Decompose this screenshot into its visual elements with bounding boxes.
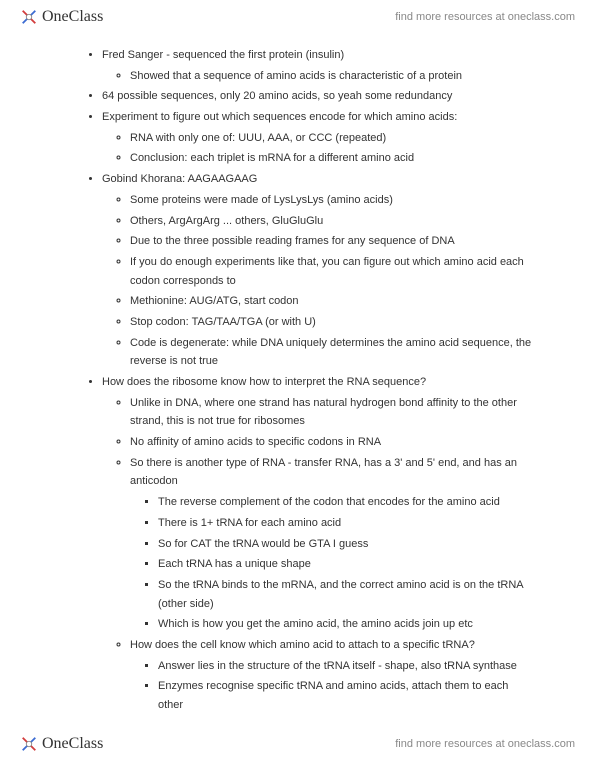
list-item: If you do enough experiments like that, … <box>130 253 535 290</box>
text: So for CAT the tRNA would be GTA I guess <box>158 538 368 550</box>
text: Stop codon: TAG/TAA/TGA (or with U) <box>130 316 316 328</box>
list-item: Enzymes recognise specific tRNA and amin… <box>158 677 535 714</box>
text: Some proteins were made of LysLysLys (am… <box>130 194 393 206</box>
list-item: Methionine: AUG/ATG, start codon <box>130 292 535 311</box>
list-item: Due to the three possible reading frames… <box>130 232 535 251</box>
text: Unlike in DNA, where one strand has natu… <box>130 397 517 428</box>
list-item: So for CAT the tRNA would be GTA I guess <box>158 535 535 554</box>
text: Enzymes recognise specific tRNA and amin… <box>158 680 508 711</box>
list-item: So the tRNA binds to the mRNA, and the c… <box>158 576 535 613</box>
text: Fred Sanger - sequenced the first protei… <box>102 49 344 61</box>
text: Code is degenerate: while DNA uniquely d… <box>130 337 531 368</box>
text: RNA with only one of: UUU, AAA, or CCC (… <box>130 132 386 144</box>
list-item: Code is degenerate: while DNA uniquely d… <box>130 334 535 371</box>
logo-text: OneClass <box>42 8 103 26</box>
logo: OneClass <box>20 735 103 753</box>
notes-content: Fred Sanger - sequenced the first protei… <box>0 34 595 727</box>
text: How does the ribosome know how to interp… <box>102 376 426 388</box>
list-item: Each tRNA has a unique shape <box>158 555 535 574</box>
list-item: How does the cell know which amino acid … <box>130 636 535 715</box>
list-item: There is 1+ tRNA for each amino acid <box>158 514 535 533</box>
list-item: Experiment to figure out which sequences… <box>102 108 535 168</box>
notes-list: Fred Sanger - sequenced the first protei… <box>80 46 535 715</box>
list-item: Unlike in DNA, where one strand has natu… <box>130 394 535 431</box>
logo-text: OneClass <box>42 735 103 753</box>
page-header: OneClass find more resources at oneclass… <box>0 0 595 34</box>
text: Showed that a sequence of amino acids is… <box>130 70 462 82</box>
list-item: Some proteins were made of LysLysLys (am… <box>130 191 535 210</box>
text: Due to the three possible reading frames… <box>130 235 455 247</box>
list-item: Gobind Khorana: AAGAAGAAG Some proteins … <box>102 170 535 371</box>
text: Conclusion: each triplet is mRNA for a d… <box>130 152 414 164</box>
page-footer: OneClass find more resources at oneclass… <box>0 727 595 761</box>
list-item: The reverse complement of the codon that… <box>158 493 535 512</box>
list-item: Showed that a sequence of amino acids is… <box>130 67 535 86</box>
text: Methionine: AUG/ATG, start codon <box>130 295 299 307</box>
list-item: Which is how you get the amino acid, the… <box>158 615 535 634</box>
text: How does the cell know which amino acid … <box>130 639 475 651</box>
list-item: Answer lies in the structure of the tRNA… <box>158 657 535 676</box>
text: Gobind Khorana: AAGAAGAAG <box>102 173 257 185</box>
text: There is 1+ tRNA for each amino acid <box>158 517 341 529</box>
text: Others, ArgArgArg ... others, GluGluGlu <box>130 215 323 227</box>
logo-icon <box>20 735 38 753</box>
text: Experiment to figure out which sequences… <box>102 111 457 123</box>
text: Answer lies in the structure of the tRNA… <box>158 660 517 672</box>
list-item: Stop codon: TAG/TAA/TGA (or with U) <box>130 313 535 332</box>
text: Which is how you get the amino acid, the… <box>158 618 473 630</box>
list-item: 64 possible sequences, only 20 amino aci… <box>102 87 535 106</box>
list-item: Others, ArgArgArg ... others, GluGluGlu <box>130 212 535 231</box>
text: The reverse complement of the codon that… <box>158 496 500 508</box>
text: Each tRNA has a unique shape <box>158 558 311 570</box>
text: So the tRNA binds to the mRNA, and the c… <box>158 579 523 610</box>
text: If you do enough experiments like that, … <box>130 256 524 287</box>
list-item: How does the ribosome know how to interp… <box>102 373 535 715</box>
list-item: RNA with only one of: UUU, AAA, or CCC (… <box>130 129 535 148</box>
text: No affinity of amino acids to specific c… <box>130 436 381 448</box>
logo-icon <box>20 8 38 26</box>
text: 64 possible sequences, only 20 amino aci… <box>102 90 452 102</box>
list-item: No affinity of amino acids to specific c… <box>130 433 535 452</box>
list-item: So there is another type of RNA - transf… <box>130 454 535 634</box>
footer-link[interactable]: find more resources at oneclass.com <box>395 738 575 750</box>
list-item: Fred Sanger - sequenced the first protei… <box>102 46 535 85</box>
text: So there is another type of RNA - transf… <box>130 457 517 488</box>
list-item: Conclusion: each triplet is mRNA for a d… <box>130 149 535 168</box>
logo: OneClass <box>20 8 103 26</box>
header-link[interactable]: find more resources at oneclass.com <box>395 11 575 23</box>
